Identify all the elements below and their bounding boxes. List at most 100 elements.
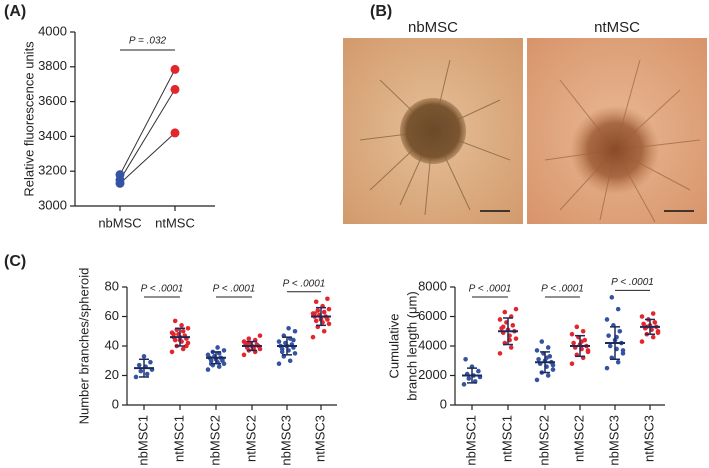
y-tick-label: 4000 (418, 337, 447, 352)
point (286, 326, 291, 331)
y-axis-title: branch length (μm) (404, 291, 419, 400)
y-tick-label: 3800 (38, 58, 67, 73)
panel-label: (B) (370, 3, 392, 20)
point (276, 361, 282, 367)
point (179, 323, 184, 328)
x-tick-label: ntMSC1 (499, 415, 514, 462)
point (170, 84, 180, 94)
point (315, 308, 321, 313)
point (180, 328, 186, 334)
point (652, 320, 658, 325)
point (326, 321, 332, 327)
annotation: P < .0001 (611, 277, 654, 288)
annotation: P < .0001 (141, 284, 184, 295)
point (615, 359, 621, 365)
point (215, 345, 220, 350)
point (221, 348, 227, 353)
panel-label: (A) (4, 3, 26, 20)
point (138, 368, 144, 374)
x-tick-label: nbMSC3 (278, 415, 293, 466)
point (513, 336, 519, 341)
y-tick-label: 0 (440, 396, 447, 411)
point (461, 382, 467, 387)
point (136, 362, 142, 368)
x-tick-label: ntMSC3 (641, 415, 656, 462)
point (115, 178, 125, 188)
annotation: P < .0001 (283, 278, 326, 289)
point (171, 331, 176, 337)
point (133, 374, 139, 380)
point (607, 343, 613, 349)
point (291, 337, 296, 343)
y-tick-label: 8000 (418, 278, 447, 293)
point (609, 295, 615, 300)
point (313, 299, 319, 305)
point (172, 318, 178, 324)
point (650, 311, 656, 316)
y-tick-label: 3400 (38, 128, 67, 143)
image-label: ntMSC (594, 19, 640, 36)
x-tick-label: nbMSC2 (207, 415, 222, 466)
y-tick-label: 2000 (418, 367, 447, 382)
y-tick-label: 4000 (38, 23, 67, 38)
pair-line (119, 132, 176, 184)
y-tick-label: 3200 (38, 163, 67, 178)
point (241, 352, 247, 358)
point (276, 339, 282, 344)
point (279, 349, 285, 355)
pair-line (119, 69, 176, 175)
point (534, 377, 540, 383)
y-axis-title: Number branches/spheroid (76, 268, 91, 425)
point (287, 358, 293, 364)
pair-line (119, 89, 176, 181)
point (604, 365, 610, 371)
point (476, 368, 481, 374)
annotation: P < .0001 (213, 284, 256, 295)
y-tick-label: 0 (112, 396, 119, 411)
x-tick-label: nbMSC2 (536, 415, 551, 466)
point (497, 317, 503, 322)
point (205, 367, 211, 372)
image-label: nbMSC (408, 19, 458, 36)
point (292, 328, 298, 334)
y-tick-label: 6000 (418, 308, 447, 323)
point (534, 348, 540, 353)
point (545, 345, 551, 350)
point (144, 371, 150, 377)
point (169, 349, 175, 355)
point (463, 356, 468, 362)
x-tick-label: nbMSC1 (135, 415, 150, 466)
point (326, 306, 332, 312)
point (170, 128, 180, 138)
point (205, 352, 211, 358)
point (639, 314, 645, 319)
point (571, 340, 576, 346)
point (550, 362, 556, 368)
point (185, 326, 191, 331)
point (257, 333, 263, 338)
point (539, 339, 545, 344)
annotation: P < .0001 (541, 284, 584, 295)
point (650, 334, 656, 340)
x-tick-label: nbMSC (98, 215, 141, 230)
point (184, 343, 189, 349)
point (655, 330, 661, 336)
point (502, 309, 508, 315)
x-tick-label: nbMSC1 (463, 415, 478, 466)
x-tick-label: nbMSC3 (606, 415, 621, 466)
point (513, 306, 519, 312)
point (615, 306, 621, 312)
y-tick-label: 60 (105, 308, 119, 323)
panel-label: (C) (4, 253, 26, 270)
y-tick-label: 40 (105, 337, 119, 352)
point (617, 328, 623, 334)
point (246, 336, 252, 341)
point (148, 359, 153, 365)
x-tick-label: ntMSC3 (312, 415, 327, 462)
x-tick-label: ntMSC1 (171, 415, 186, 462)
point (170, 64, 180, 74)
x-tick-label: ntMSC2 (243, 415, 258, 462)
micrograph-left (343, 38, 523, 224)
point (545, 373, 551, 378)
